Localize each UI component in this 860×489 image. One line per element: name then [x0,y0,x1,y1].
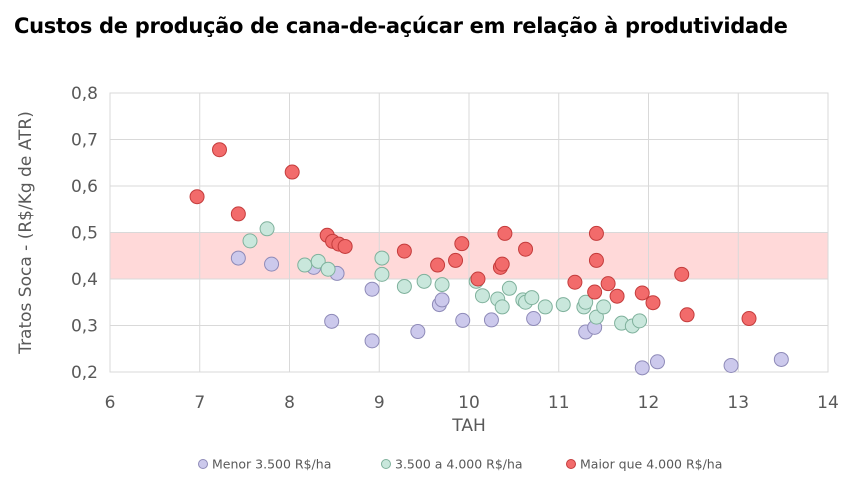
y-axis-title: Tratos Soca - (R$/Kg de ATR) [16,111,36,355]
data-point [474,288,490,304]
data-point [526,311,542,327]
x-tick-label: 13 [727,393,749,413]
data-point [741,311,757,327]
data-point [524,290,540,306]
data-point [483,312,499,328]
data-point [632,313,648,329]
legend-label: Menor 3.500 R$/ha [212,457,331,472]
series-2 [242,221,648,334]
y-tick-label: 0,4 [71,270,98,290]
data-point [242,233,258,249]
gridlines [109,92,829,373]
legend-item: 3.500 a 4.000 R$/ha [381,457,523,472]
data-point [430,257,446,273]
legend-marker [566,459,576,469]
data-point [410,324,426,340]
data-point [434,277,450,293]
x-tick-label: 11 [548,393,570,413]
x-tick-label: 8 [284,393,295,413]
y-tick-label: 0,5 [71,224,98,244]
data-point [364,333,380,349]
data-point [634,360,650,376]
y-tick-label: 0,3 [71,317,98,337]
x-tick-label: 9 [374,393,385,413]
data-point [434,292,450,308]
data-point [297,257,313,273]
data-point [284,164,300,180]
data-point [448,252,464,268]
data-point [337,238,353,254]
data-point [324,313,340,329]
chart-title: Custos de produção de cana-de-açúcar em … [14,14,788,38]
x-tick-label: 12 [638,393,660,413]
data-point [588,309,604,325]
series-3 [189,142,757,327]
data-point [374,250,390,266]
data-point [634,285,650,301]
data-point [396,243,412,259]
data-point [320,261,336,277]
x-tick-label: 14 [817,393,839,413]
data-point [501,280,517,296]
data-point [211,142,227,158]
tick-labels: 6 7 8 9 10 11 12 13 14 0,2 0,3 0,4 0,5 0,6 0,7 0,8 [71,84,839,413]
x-tick-label: 7 [194,393,205,413]
data-point [494,299,510,315]
data-points [189,142,789,376]
data-point [587,284,603,300]
data-point [609,288,625,304]
data-point [567,274,583,290]
data-point [310,253,326,269]
data-point [230,250,246,266]
data-point [259,221,275,237]
legend-label: 3.500 a 4.000 R$/ha [395,457,523,472]
y-tick-label: 0,6 [71,177,98,197]
series-1 [230,250,789,376]
data-point [674,266,690,282]
data-point [679,307,695,323]
data-point [600,276,616,292]
x-tick-label: 10 [458,393,480,413]
legend-item: Menor 3.500 R$/ha [198,457,331,472]
data-point [649,354,665,370]
y-tick-label: 0,2 [71,363,98,383]
data-point [645,295,661,311]
legend-item: Maior que 4.000 R$/ha [566,457,722,472]
data-point [264,256,280,272]
x-axis-title: TAH [451,416,485,436]
data-point [374,266,390,282]
data-point [723,357,739,373]
legend-marker [198,459,208,469]
data-point [494,256,510,272]
legend-label: Maior que 4.000 R$/ha [580,457,722,472]
data-point [518,241,534,257]
data-point [497,225,513,241]
data-point [773,351,789,367]
data-point [396,278,412,294]
legend-marker [381,459,391,469]
x-tick-label: 6 [105,393,116,413]
data-point [189,189,205,205]
data-point [588,252,604,268]
legend: Menor 3.500 R$/ha 3.500 a 4.000 R$/ha Maio… [198,457,722,472]
data-point [454,236,470,252]
data-point [364,281,380,297]
data-point [588,225,604,241]
data-point [416,273,432,289]
data-point [470,271,486,287]
data-point [230,206,246,222]
data-point [578,294,594,310]
data-point [596,299,612,315]
data-point [555,297,571,313]
data-point [455,312,471,328]
data-point [537,299,553,315]
y-tick-label: 0,7 [71,131,98,151]
y-tick-label: 0,8 [71,84,98,104]
